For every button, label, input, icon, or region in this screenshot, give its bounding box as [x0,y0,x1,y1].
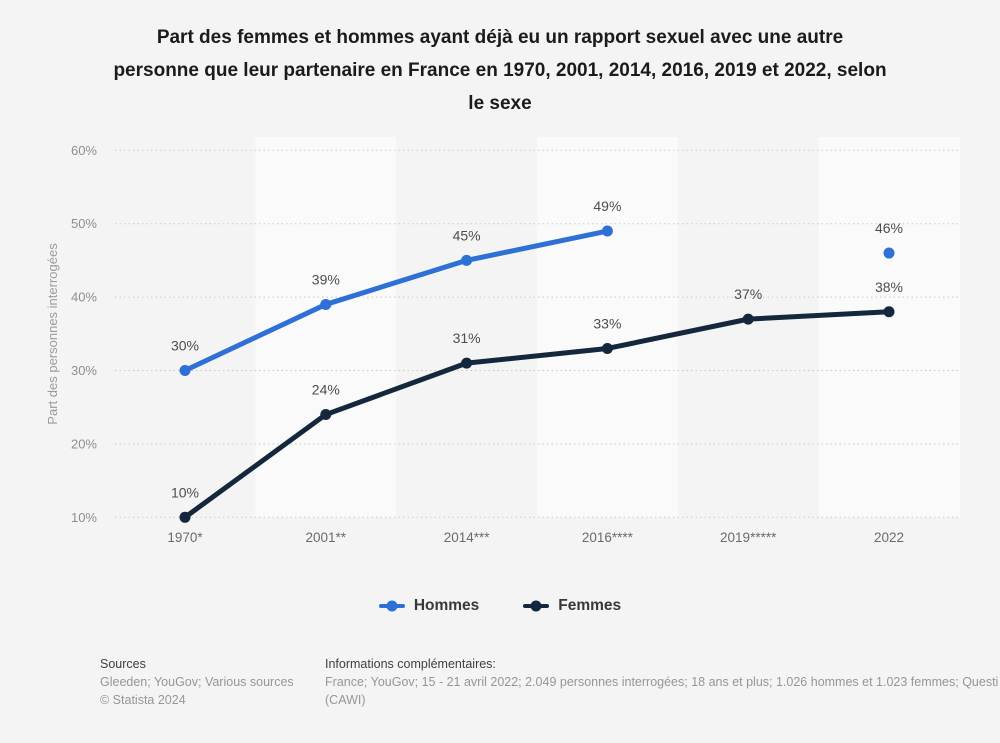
data-point-femmes [601,342,613,354]
sources-label: Sources [100,657,146,671]
data-label-femmes: 37% [734,286,762,302]
chart-title-line2: personne que leur partenaire en France e… [113,60,887,81]
data-label-hommes: 45% [453,227,481,243]
data-point-hommes [601,225,613,237]
info-label: Informations complémentaires: [325,657,496,671]
y-tick-label: 30% [71,363,97,378]
sources-text: Gleeden; YouGov; Various sources [100,675,294,689]
data-label-femmes: 10% [171,484,199,500]
data-point-hommes [179,365,191,376]
y-tick-label: 20% [71,436,97,451]
data-label-femmes: 24% [312,382,340,398]
chart-title-line3: le sexe [468,93,532,114]
info-text-line1: France; YouGov; 15 - 21 avril 2022; 2.04… [325,675,999,689]
data-point-femmes [179,511,191,523]
x-tick-label: 2019***** [720,530,777,545]
chart-legend: Hommes Femmes [0,595,1000,617]
data-point-femmes [742,313,754,325]
footer-info-block: Informations complémentaires: France; Yo… [325,655,1000,709]
x-tick-label: 2014*** [444,530,491,545]
plot-band [818,137,960,518]
plot-band [537,137,678,518]
y-tick-label: 10% [71,510,97,525]
legend-marker-femmes-icon [523,600,550,612]
data-point-hommes [320,298,332,310]
copyright-text: © Statista 2024 [100,693,186,707]
y-tick-label: 60% [71,143,97,158]
legend-marker-hommes-icon [378,600,405,612]
y-tick-label: 40% [71,290,97,305]
data-label-femmes: 33% [593,315,621,331]
footer-sources-block: Sources Gleeden; YouGov; Various sources… [100,655,320,709]
y-axis-title: Part des personnes interrogées [45,243,60,425]
data-label-femmes: 38% [875,279,903,295]
data-point-femmes [883,306,895,318]
data-point-hommes [461,254,473,266]
chart-title: Part des femmes et hommes ayant déjà eu … [0,21,1000,120]
series-line-hommes [182,228,610,373]
data-point-femmes [461,357,473,369]
legend-item-femmes[interactable]: Femmes [523,597,621,615]
y-tick-label: 50% [71,216,97,231]
line-chart: 10% 20% 30% 40% 50% 60% 1970* 2001** 2014*** 2016… [45,137,960,545]
chart-title-line1: Part des femmes et hommes ayant déjà eu … [156,27,844,48]
data-label-femmes: 31% [453,330,481,346]
series-line-femmes [182,309,892,520]
info-text-line2: (CAWI) [325,693,366,707]
x-tick-label: 1970* [167,530,203,545]
x-tick-label: 2016**** [582,530,634,545]
x-tick-label: 2001** [306,530,347,545]
data-point-femmes [320,409,332,421]
data-label-hommes: 30% [171,338,199,354]
legend-label-femmes: Femmes [558,597,622,614]
x-tick-label: 2022 [874,530,904,545]
data-point-hommes [883,247,895,259]
legend-label-hommes: Hommes [413,597,480,614]
data-label-hommes: 46% [875,220,903,236]
legend-item-hommes[interactable]: Hommes [378,597,480,615]
data-label-hommes: 39% [312,271,340,287]
data-label-hommes: 49% [593,198,621,214]
